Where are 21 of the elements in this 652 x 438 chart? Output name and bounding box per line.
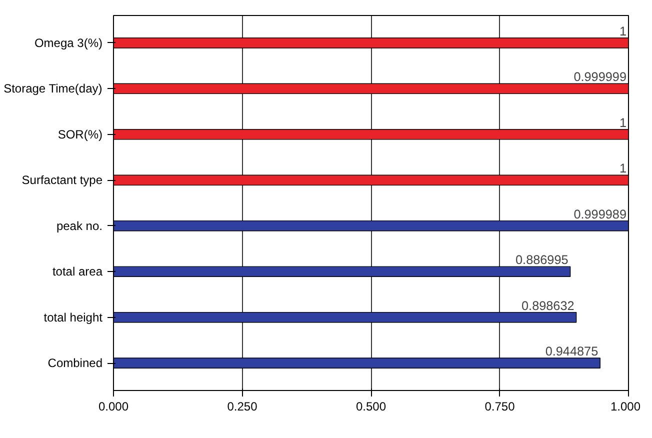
data-label: 1	[619, 116, 627, 130]
x-tick-label: 1.000	[610, 400, 641, 414]
data-label: 0.999999	[574, 70, 627, 84]
x-tick-label: 0.750	[484, 400, 516, 414]
data-label: 0.999989	[574, 207, 627, 222]
x-tick-label: 0.500	[356, 400, 386, 414]
y-tick-label: total height	[44, 310, 104, 324]
data-label: 1	[619, 162, 627, 176]
y-tick-label: Omega 3(%)	[34, 36, 103, 50]
data-label: 0.886995	[516, 253, 568, 268]
y-tick-label: total area	[52, 264, 103, 279]
y-tick-label: Combined	[48, 356, 103, 370]
y-tick-label: peak no.	[56, 218, 103, 233]
y-tick-label: SOR(%)	[58, 127, 103, 142]
y-tick-label: Surfactant type	[22, 173, 103, 188]
y-tick-label: Storage Time(day)	[4, 82, 102, 96]
x-tick-label: 0.000	[98, 400, 129, 414]
data-label: 1	[619, 24, 627, 38]
data-label: 0.944875	[545, 344, 598, 359]
x-tick-label: 0.250	[227, 400, 258, 414]
data-label: 0.898632	[522, 298, 574, 313]
